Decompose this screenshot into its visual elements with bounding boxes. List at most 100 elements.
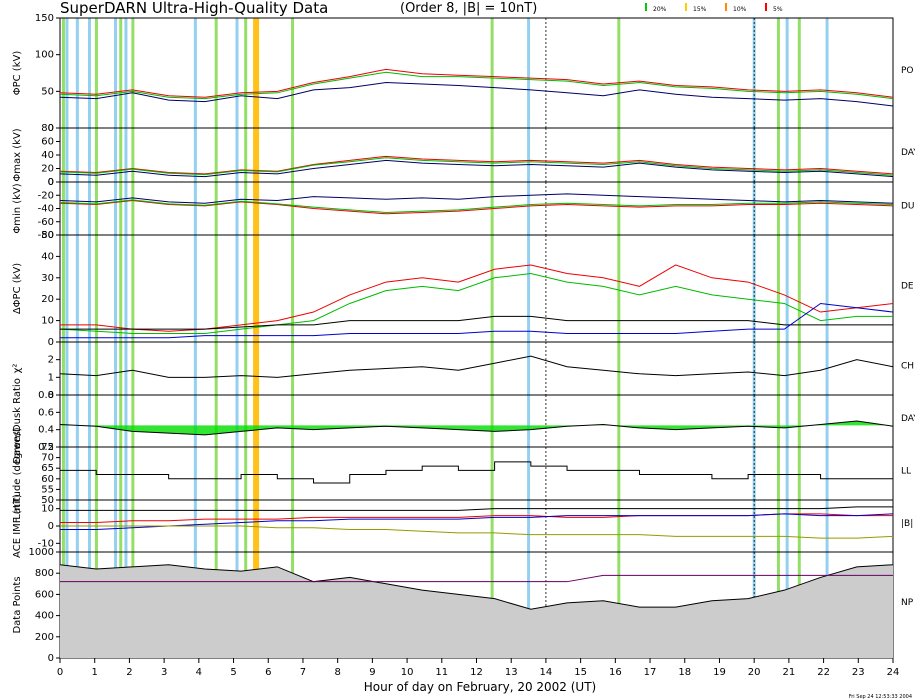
y-tick-label: 40 [41, 150, 54, 161]
y-tick-label: -10 [38, 538, 54, 549]
band-19 [776, 18, 780, 658]
y-tick-label: 600 [35, 589, 54, 600]
y-tick-label: 0.8 [38, 390, 54, 401]
x-tick-label: 9 [369, 667, 375, 678]
y-tick-label: -80 [38, 230, 54, 241]
legend-label: 15% [693, 6, 707, 13]
y-tick-label: 400 [35, 611, 54, 622]
y-tick-label: 75 [41, 442, 54, 453]
panel-frame [59, 341, 894, 396]
band-12 [244, 18, 248, 658]
y-tick-label: 0.2 [38, 442, 54, 453]
x-tick-label: 3 [161, 667, 167, 678]
y-tick-label: 0 [48, 521, 54, 532]
y-tick-label: 30 [41, 273, 54, 284]
y-axis-label: ΔΦPC (kV) [12, 263, 23, 314]
y-tick-label: 20 [41, 294, 54, 305]
x-tick-label: 16 [609, 667, 622, 678]
y-tick-label: 0 [48, 390, 54, 401]
legend-swatch-20% [645, 3, 647, 11]
x-tick-label: 1 [92, 667, 98, 678]
panel-frame [59, 234, 894, 343]
band-9 [193, 18, 197, 658]
right-label: PO PO [901, 66, 915, 76]
band-17 [617, 18, 621, 658]
x-tick-label: 0 [57, 667, 63, 678]
x-tick-label: 4 [196, 667, 202, 678]
legend-label: 20% [653, 6, 667, 13]
x-axis-label: Hour of day on February, 20 2002 (UT) [364, 680, 596, 694]
series-data_points-purple [60, 574, 893, 583]
y-tick-label: 20 [41, 164, 54, 175]
y-tick-label: 50 [41, 86, 54, 97]
panel-frame [59, 394, 894, 448]
y-tick-label: 60 [41, 137, 54, 148]
band-20 [785, 18, 789, 658]
x-tick-label: 15 [574, 667, 587, 678]
y-tick-label: -60 [38, 217, 54, 228]
panel-phi_max: 80 60 40 20 0 Φmax (kV) DAY [12, 123, 915, 188]
right-label: |B| [901, 519, 913, 529]
x-tick-label: 12 [470, 667, 483, 678]
series-dphi_pc-blue [60, 302, 894, 339]
series-dphi_pc-black [60, 315, 893, 330]
band-18 [752, 18, 756, 658]
y-tick-label: 10 [41, 504, 54, 515]
x-tick-label: 2 [126, 667, 132, 678]
x-tick-label: 20 [748, 667, 761, 678]
x-tick-label: 10 [401, 667, 414, 678]
x-tick-label: 14 [540, 667, 553, 678]
dawn-dusk-fill [60, 421, 893, 435]
legend-label: 5% [773, 6, 783, 13]
y-tick-label: 0.4 [38, 425, 54, 436]
y-axis-label: χ² [12, 364, 23, 374]
x-tick-label: 11 [435, 667, 448, 678]
y-tick-label: 80 [41, 123, 54, 134]
legend-swatch-15% [685, 3, 687, 11]
x-tick-label: 7 [300, 667, 306, 678]
x-tick-label: 23 [852, 667, 865, 678]
y-axis-label: Φmax (kV) [12, 128, 23, 181]
y-tick-label: 150 [35, 13, 54, 24]
y-tick-label: 50 [41, 230, 54, 241]
series-phi_max-dark_blue [59, 159, 894, 178]
series-imf-blue [60, 513, 894, 530]
panel-phi_min: 0 -20 -40 -60 -80 Φmin (kV) DU [12, 177, 915, 241]
right-label: DE [901, 282, 914, 292]
series-imf-black [60, 506, 893, 511]
x-tick-label: 21 [783, 667, 796, 678]
band-22 [825, 18, 829, 658]
y-tick-label: 70 [41, 453, 54, 464]
figure-subtitle: (Order 8, |B| = 10nT) [400, 1, 537, 16]
y-axis-label: Data Points [12, 576, 23, 633]
x-tick-label: 22 [817, 667, 830, 678]
band-15 [490, 18, 494, 658]
band-13 [253, 18, 260, 658]
y-axis-label: ΦPC (kV) [12, 51, 23, 96]
right-label: DAY [901, 148, 915, 158]
series-imf-olive [60, 525, 894, 539]
y-tick-label: 55 [41, 484, 54, 495]
x-tick-label: 17 [644, 667, 657, 678]
y-tick-label: -40 [38, 204, 54, 215]
series-data_points-black [59, 564, 894, 610]
band-14 [291, 18, 295, 658]
y-tick-label: 65 [41, 463, 54, 474]
legend-swatch-5% [765, 3, 767, 11]
series-phi_pc-dark_blue [59, 82, 894, 107]
series-phi_min-red [59, 200, 894, 215]
y-tick-label: 1000 [29, 547, 54, 558]
band-16 [527, 18, 531, 658]
series-dphi_pc-green [59, 273, 893, 334]
panel-data_points: 1000 800 600 400 200 0 Data Points NP [12, 547, 914, 664]
series-phi_max-red [59, 155, 894, 175]
x-tick-label: 19 [713, 667, 726, 678]
y-tick-label: 1 [48, 372, 54, 383]
y-tick-label: 0 [48, 177, 54, 188]
y-tick-label: 0.6 [38, 407, 54, 418]
series-latitude-black [60, 461, 894, 484]
legend: 20% 15% 10% 5% [645, 3, 783, 13]
